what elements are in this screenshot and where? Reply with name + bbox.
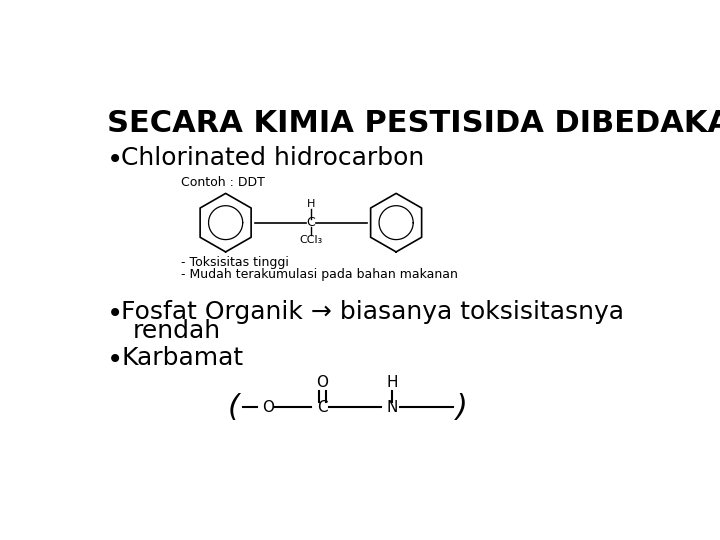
- Text: H: H: [307, 199, 315, 209]
- Text: SECARA KIMIA PESTISIDA DIBEDAKAN: SECARA KIMIA PESTISIDA DIBEDAKAN: [107, 110, 720, 138]
- Text: •: •: [107, 146, 123, 174]
- Text: - Toksisitas tinggi: - Toksisitas tinggi: [181, 256, 289, 269]
- Text: CCl₃: CCl₃: [300, 235, 323, 245]
- Text: Contoh : DDT: Contoh : DDT: [181, 177, 266, 190]
- Text: N: N: [387, 400, 398, 415]
- Text: H: H: [387, 375, 398, 390]
- Text: Karbamat: Karbamat: [121, 346, 243, 370]
- Text: rendah: rendah: [132, 319, 221, 343]
- Text: C: C: [307, 216, 315, 229]
- Text: •: •: [107, 300, 123, 328]
- Text: O: O: [317, 375, 328, 390]
- Text: - Mudah terakumulasi pada bahan makanan: - Mudah terakumulasi pada bahan makanan: [181, 268, 459, 281]
- Text: Fosfat Organik → biasanya toksisitasnya: Fosfat Organik → biasanya toksisitasnya: [121, 300, 624, 323]
- Text: C: C: [318, 400, 328, 415]
- Text: •: •: [107, 346, 123, 374]
- Text: O: O: [262, 400, 274, 415]
- Text: ): ): [456, 393, 468, 422]
- Text: Chlorinated hidrocarbon: Chlorinated hidrocarbon: [121, 146, 424, 170]
- Text: (: (: [228, 393, 239, 422]
